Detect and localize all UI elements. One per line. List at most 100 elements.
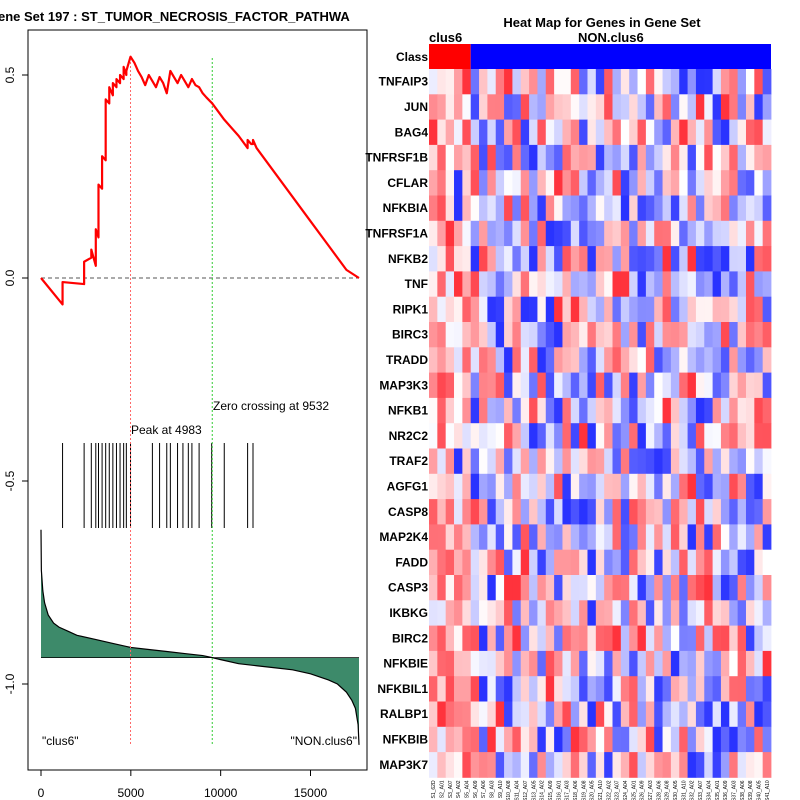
heatmap-cell	[495, 246, 505, 272]
heatmap-cell	[579, 195, 588, 222]
heatmap-cell	[737, 195, 747, 222]
sample-label: S36_A09	[723, 780, 729, 800]
heatmap-cell	[537, 549, 547, 576]
heatmap-cell	[462, 347, 472, 373]
heatmap-cell	[720, 423, 730, 449]
heatmap-cell	[487, 69, 497, 95]
heatmap-cell	[720, 271, 730, 298]
heatmap-cell	[645, 296, 655, 323]
heatmap-cell	[704, 144, 714, 171]
heatmap-cell	[645, 473, 655, 500]
heatmap-cell	[429, 726, 438, 753]
heatmap-cell	[537, 473, 547, 500]
heatmap-cell	[712, 170, 722, 196]
heatmap-cell	[562, 524, 572, 551]
heatmap-cell	[679, 575, 688, 601]
heatmap-cell	[670, 322, 680, 348]
heatmap-cell	[545, 220, 555, 247]
heatmap-cell	[470, 296, 480, 323]
heatmap-cell	[645, 372, 655, 399]
heatmap-cell	[462, 322, 472, 348]
heatmap-cell	[429, 575, 438, 601]
heatmap-cell	[629, 397, 638, 424]
heatmap-cell	[445, 650, 455, 677]
heatmap-cell	[704, 625, 714, 652]
heatmap-cell	[570, 625, 580, 652]
heatmap-cell	[704, 322, 714, 348]
heatmap-cell	[429, 625, 438, 652]
heatmap-cell	[687, 701, 697, 728]
heatmap-cell	[454, 701, 463, 728]
heatmap-cell	[679, 524, 688, 551]
sample-label: S6_A09	[473, 780, 479, 798]
heatmap-cell	[504, 397, 513, 424]
heatmap-cell	[579, 94, 588, 120]
heatmap-cell	[470, 752, 480, 778]
heatmap-cell	[737, 246, 747, 272]
sample-label: S20_A05	[590, 780, 596, 800]
heatmap-cell	[454, 271, 463, 298]
heatmap-cell	[562, 701, 572, 728]
heatmap-cell	[687, 625, 697, 652]
heatmap-cell	[495, 701, 505, 728]
heatmap-cell	[612, 423, 622, 449]
heatmap-cell	[437, 625, 447, 652]
heatmap-cell	[687, 94, 697, 120]
heatmap-cell	[495, 271, 505, 298]
heatmap-cell	[712, 726, 722, 753]
heatmap-cell	[687, 195, 697, 222]
heatmap-cell	[595, 752, 605, 778]
gene-label: MAP2K4	[379, 530, 428, 544]
heatmap-cell	[762, 499, 772, 525]
heatmap-cell	[462, 423, 472, 449]
heatmap-cell	[745, 119, 755, 146]
heatmap-cell	[729, 575, 739, 601]
heatmap-cell	[595, 549, 605, 576]
heatmap-cell	[479, 271, 488, 298]
sample-label: S40_A05	[756, 780, 762, 800]
heatmap-cell	[687, 119, 697, 146]
heatmap-cell	[462, 499, 472, 525]
heatmap-cell	[445, 170, 455, 196]
heatmap-cell	[712, 524, 722, 551]
class-bar-clus6	[429, 44, 471, 69]
heatmap-cell	[712, 448, 722, 475]
sample-label: S4_A02	[456, 780, 462, 798]
heatmap-cell	[462, 600, 472, 626]
heatmap-cell	[662, 372, 672, 399]
heatmap-cell	[604, 296, 613, 323]
heatmap-cell	[579, 119, 588, 146]
heatmap-cell	[654, 271, 663, 298]
heatmap-cell	[745, 701, 755, 728]
heatmap-cell	[720, 752, 730, 778]
heatmap-cell	[679, 296, 688, 323]
heatmap-cell	[520, 499, 530, 525]
heatmap-cell	[554, 170, 563, 196]
heatmap-cell	[554, 220, 563, 247]
heatmap-cell	[604, 499, 613, 525]
heatmap-cell	[637, 119, 647, 146]
heatmap-cell	[612, 600, 622, 626]
heatmap-cell	[604, 195, 613, 222]
heatmap-cell	[687, 549, 697, 576]
heatmap-cell	[545, 676, 555, 702]
heatmap-cell	[670, 271, 680, 298]
heatmap-cell	[729, 499, 739, 525]
heatmap-cell	[529, 94, 538, 120]
heatmap-cell	[437, 423, 447, 449]
heatmap-cell	[737, 575, 747, 601]
heatmap-cell	[720, 473, 730, 500]
heatmap-cell	[554, 423, 563, 449]
heatmap-cell	[445, 499, 455, 525]
gene-label: BIRC2	[392, 631, 428, 645]
heatmap-cell	[704, 448, 714, 475]
heatmap-cell	[645, 347, 655, 373]
heatmap-cell	[662, 271, 672, 298]
gene-label: IKBKG	[389, 606, 428, 620]
class-bar-non-clus6	[470, 44, 771, 69]
heatmap-cell	[479, 119, 488, 146]
heatmap-cell	[587, 397, 597, 424]
heatmap-cell	[570, 726, 580, 753]
heatmap-cell	[570, 69, 580, 95]
